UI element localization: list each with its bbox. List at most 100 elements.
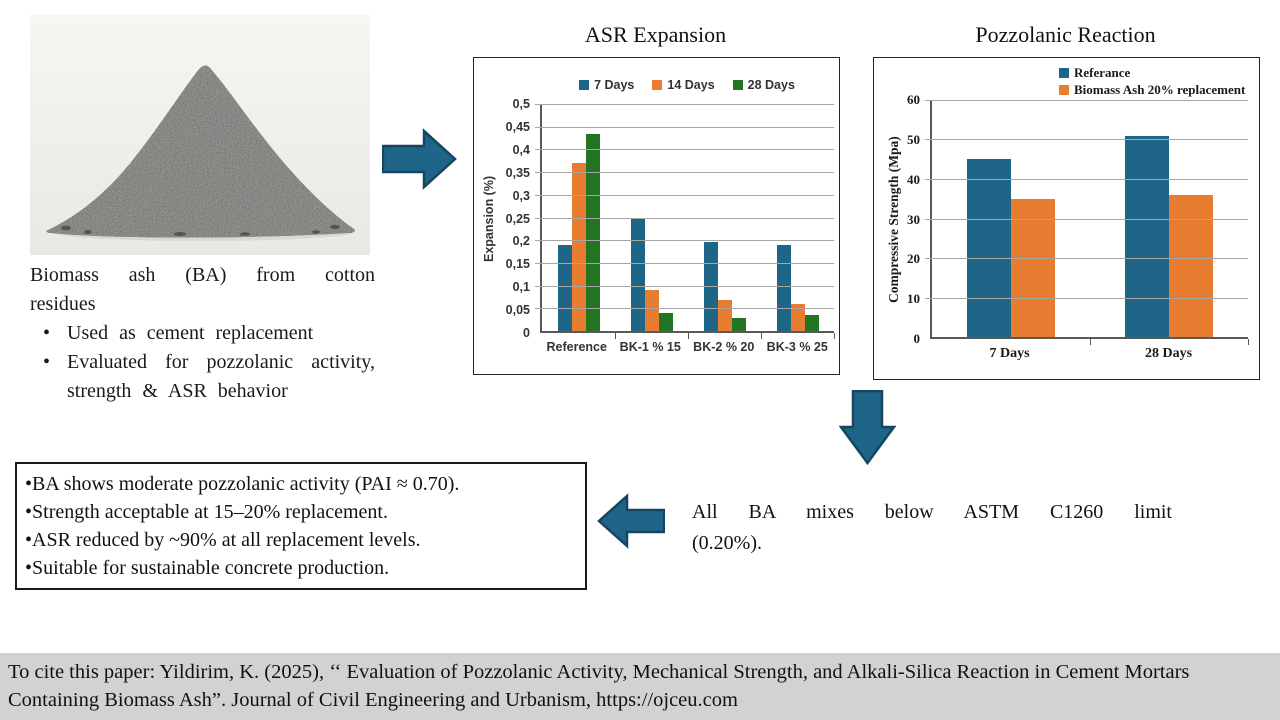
legend-label: 28 Days <box>747 78 795 92</box>
bar-biomass-ash-20-replacement-7-days <box>1011 198 1055 337</box>
y-tick-label: 0,05 <box>505 303 530 318</box>
bar-7-days-bk-3-25 <box>776 244 791 331</box>
y-tick-label: 30 <box>907 211 920 227</box>
intro-text-block: Biomass ash (BA) from cotton residues Us… <box>30 261 375 406</box>
legend-label: Referance <box>1074 65 1131 80</box>
bar-group-bk-1-15 <box>615 104 689 339</box>
legend-swatch <box>579 80 590 90</box>
y-axis-ticks: 0 0,05 0,1 0,15 0,2 0,25 0,3 0,35 0,4 0,45 0,5 <box>474 97 530 340</box>
intro-bullet-2: Evaluated for pozzolanic activity, stren… <box>30 348 375 406</box>
y-tick-label: 0,35 <box>505 165 530 180</box>
finding-2: Strength acceptable at 15–20% replacemen… <box>25 498 577 526</box>
bar-biomass-ash-20-replacement-28-days <box>1169 194 1213 337</box>
bar-7-days-bk-1-15 <box>630 217 645 331</box>
finding-3: ASR reduced by ~90% at all replacement l… <box>25 526 577 554</box>
y-tick-label: 0,5 <box>512 97 530 111</box>
y-tick-label: 0,3 <box>512 188 530 203</box>
gridline <box>535 149 834 151</box>
gridline <box>535 217 834 219</box>
asr-expansion-chart: 7 Days 14 Days 28 Days Expansion (%) 0 0,05… <box>473 57 840 375</box>
legend-item-biomass-ash-20-replacement: Biomass Ash 20% replacement <box>1059 82 1245 98</box>
gridline <box>535 194 834 196</box>
y-tick-label: 0 <box>913 331 921 346</box>
ash-pile-texture <box>46 65 355 238</box>
arrow-down-icon <box>839 390 896 466</box>
chart-legend: 7 Days 14 Days 28 Days <box>540 78 834 92</box>
citation-bar: To cite this paper: Yildirim, K. (2025),… <box>0 653 1280 720</box>
arrow-left-icon <box>597 493 665 549</box>
gridline <box>925 178 1248 180</box>
bar-14-days-bk-1-15 <box>644 290 659 331</box>
legend-item-28-days: 28 Days <box>732 78 795 92</box>
gridline <box>925 100 1248 101</box>
y-tick-label: 0 <box>523 326 530 340</box>
legend-swatch <box>652 80 663 90</box>
y-tick-label: 0,45 <box>505 119 530 134</box>
pozzolanic-reaction-chart: Referance Biomass Ash 20% replacement Com… <box>873 57 1260 380</box>
legend-item-referance: Referance <box>1059 65 1245 81</box>
x-axis-labels: Reference BK-1 % 15 BK-2 % 20 BK-3 % 25 <box>540 340 834 354</box>
x-tick-label-bk-3-25: BK-3 % 25 <box>766 340 828 354</box>
gridline <box>535 172 834 174</box>
asr-chart-title: ASR Expansion <box>584 22 727 47</box>
bar-14-days-bk-2-20 <box>717 300 732 331</box>
gridline <box>535 285 834 287</box>
findings-box: BA shows moderate pozzolanic activity (P… <box>15 462 587 590</box>
astm-note: All BA mixes below ASTM C1260 limit (0.2… <box>692 501 1172 554</box>
bar-7-days-bk-2-20 <box>703 242 718 331</box>
intro-bullet-list: Used as cement replacement Evaluated for… <box>30 319 375 406</box>
bar-28-days-bk-3-25 <box>804 315 819 331</box>
y-tick-label: 10 <box>907 291 920 307</box>
gridline <box>925 257 1248 259</box>
legend-swatch <box>1059 68 1069 78</box>
y-tick-label: 0,15 <box>505 257 530 272</box>
finding-1: BA shows moderate pozzolanic activity (P… <box>25 470 577 498</box>
bar-group-7-days <box>932 100 1091 345</box>
biomass-ash-photo <box>30 15 370 255</box>
bar-7-days-reference <box>557 244 572 331</box>
legend-swatch <box>1059 85 1069 95</box>
y-tick-label: 40 <box>907 171 920 187</box>
gridline <box>535 262 834 264</box>
plot-area <box>535 104 835 339</box>
gridline <box>535 240 834 242</box>
x-tick-label-7-days: 7 Days <box>989 346 1030 361</box>
legend-swatch <box>732 80 743 90</box>
x-tick-label-28-days: 28 Days <box>1144 346 1193 361</box>
legend-item-14-days: 14 Days <box>652 78 715 92</box>
bar-referance-7-days <box>967 159 1011 337</box>
legend-item-7-days: 7 Days <box>579 78 634 92</box>
bar-groups <box>932 100 1249 345</box>
bar-14-days-reference <box>571 163 586 331</box>
bar-14-days-bk-3-25 <box>790 303 805 331</box>
intro-bullet-1: Used as cement replacement <box>30 319 375 348</box>
x-axis-labels: 7 Days 28 Days <box>930 346 1248 362</box>
ash-crumbs <box>61 224 340 236</box>
intro-heading: Biomass ash (BA) from cotton residues <box>30 264 375 315</box>
gridline <box>925 297 1248 299</box>
pozzolanic-chart-title: Pozzolanic Reaction <box>975 22 1156 47</box>
bar-28-days-bk-1-15 <box>658 312 673 331</box>
gridline <box>925 139 1248 141</box>
gridline <box>925 218 1248 220</box>
y-tick-label: 0,4 <box>512 142 530 157</box>
y-tick-label: 0,2 <box>512 234 530 249</box>
gridline <box>535 104 834 105</box>
bar-28-days-reference <box>585 133 600 331</box>
legend-label: Biomass Ash 20% replacement <box>1074 82 1246 97</box>
bar-group-28-days <box>1090 100 1249 345</box>
legend-label: 7 Days <box>594 78 635 92</box>
y-tick-label: 50 <box>907 131 920 147</box>
bar-group-bk-3-25 <box>761 104 835 339</box>
plot-area <box>925 100 1249 345</box>
legend-label: 14 Days <box>667 78 715 92</box>
y-tick-label: 20 <box>907 251 920 267</box>
y-tick-label: 60 <box>907 92 920 107</box>
y-tick-label: 0,1 <box>512 280 530 295</box>
arrow-right-icon <box>382 128 457 190</box>
gridline <box>535 308 834 310</box>
bar-group-reference <box>542 104 616 339</box>
x-tick-label-bk-1-15: BK-1 % 15 <box>619 340 681 354</box>
citation-text: To cite this paper: Yildirim, K. (2025),… <box>8 661 1190 711</box>
